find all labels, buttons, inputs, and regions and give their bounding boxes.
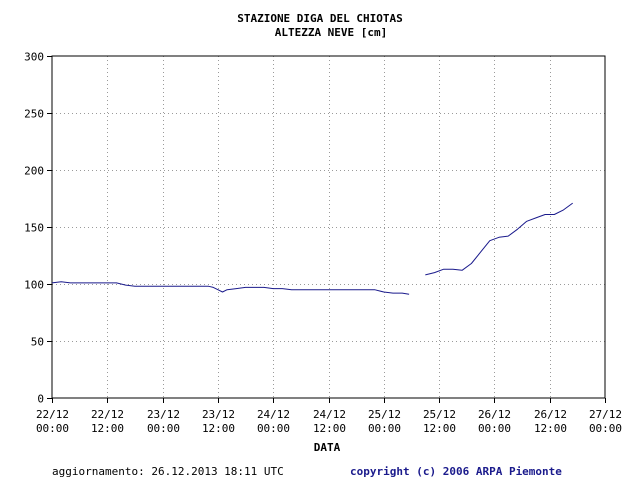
x-tick-label-date: 24/12 — [257, 408, 290, 421]
x-tick-label-date: 23/12 — [202, 408, 235, 421]
snow-depth-line-segment-2 — [425, 202, 573, 276]
x-tick-label-date: 22/12 — [36, 408, 69, 421]
x-tick-label-time: 12:00 — [91, 422, 124, 435]
y-tick-label: 0 — [37, 393, 44, 406]
x-tick-label-date: 27/12 — [589, 408, 622, 421]
chart-title: STAZIONE DIGA DEL CHIOTAS — [237, 12, 403, 25]
x-tick-label-time: 00:00 — [589, 422, 622, 435]
y-tick-label: 200 — [24, 165, 44, 178]
x-tick-label-date: 23/12 — [147, 408, 180, 421]
series-group — [51, 202, 573, 295]
x-tick-label-date: 25/12 — [423, 408, 456, 421]
copyright-text: copyright (c) 2006 ARPA Piemonte — [350, 465, 562, 478]
x-tick-label-time: 12:00 — [202, 422, 235, 435]
x-tick-label-date: 25/12 — [368, 408, 401, 421]
snow-depth-line-segment-1 — [51, 281, 410, 295]
last-updated-text: aggiornamento: 26.12.2013 18:11 UTC — [52, 465, 284, 478]
x-tick-label-date: 26/12 — [478, 408, 511, 421]
y-tick-label: 250 — [24, 108, 44, 121]
x-tick-label-time: 00:00 — [36, 422, 69, 435]
chart-subtitle: ALTEZZA NEVE [cm] — [275, 26, 388, 39]
x-tick-label-time: 00:00 — [478, 422, 511, 435]
x-tick-label-time: 12:00 — [423, 422, 456, 435]
y-tick-label: 50 — [31, 336, 44, 349]
x-axis-label: DATA — [314, 441, 341, 454]
x-tick-label-date: 22/12 — [91, 408, 124, 421]
x-tick-label-time: 00:00 — [257, 422, 290, 435]
x-tick-label-date: 26/12 — [534, 408, 567, 421]
x-axis: 22/1200:0022/1212:0023/1200:0023/1212:00… — [36, 398, 622, 435]
y-axis: 0 50 100 150 200 250 300 — [24, 51, 52, 406]
x-tick-label-time: 00:00 — [147, 422, 180, 435]
x-tick-label-time: 00:00 — [368, 422, 401, 435]
grid — [52, 56, 605, 398]
x-tick-label-time: 12:00 — [534, 422, 567, 435]
y-tick-label: 100 — [24, 279, 44, 292]
y-tick-label: 150 — [24, 222, 44, 235]
x-tick-label-date: 24/12 — [313, 408, 346, 421]
x-tick-label-time: 12:00 — [313, 422, 346, 435]
y-tick-label: 300 — [24, 51, 44, 64]
